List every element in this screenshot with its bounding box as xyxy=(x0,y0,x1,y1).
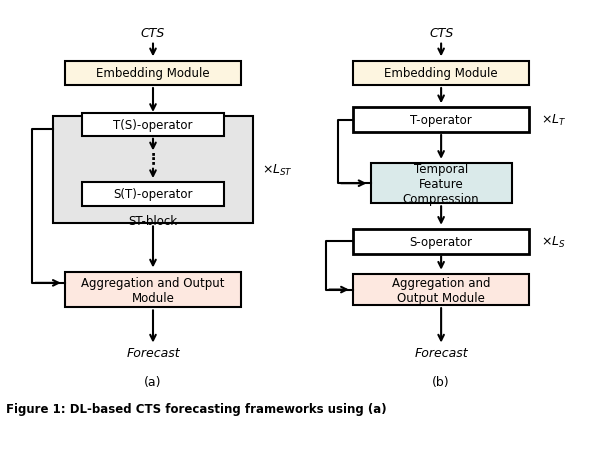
Text: T-operator: T-operator xyxy=(410,114,472,127)
FancyBboxPatch shape xyxy=(53,117,253,224)
Text: Forecast: Forecast xyxy=(126,346,180,359)
Text: ST-block: ST-block xyxy=(128,214,178,228)
Text: (b): (b) xyxy=(433,375,450,388)
Text: S(T)-operator: S(T)-operator xyxy=(113,188,193,201)
FancyBboxPatch shape xyxy=(353,108,529,133)
Text: Embedding Module: Embedding Module xyxy=(385,67,498,80)
FancyBboxPatch shape xyxy=(353,61,529,86)
Text: (a): (a) xyxy=(144,375,162,388)
FancyBboxPatch shape xyxy=(65,272,241,308)
Text: CTS: CTS xyxy=(141,27,165,40)
Text: $\times \boldsymbol{L_{ST}}$: $\times \boldsymbol{L_{ST}}$ xyxy=(262,163,293,178)
Text: S-operator: S-operator xyxy=(410,235,473,248)
FancyBboxPatch shape xyxy=(353,229,529,254)
Text: Embedding Module: Embedding Module xyxy=(96,67,210,80)
Text: Temporal
Feature
Compression: Temporal Feature Compression xyxy=(403,162,479,205)
Text: Aggregation and
Output Module: Aggregation and Output Module xyxy=(392,276,490,304)
Text: $\times \boldsymbol{L_{S}}$: $\times \boldsymbol{L_{S}}$ xyxy=(541,234,566,249)
Text: Aggregation and Output
Module: Aggregation and Output Module xyxy=(81,276,225,304)
FancyBboxPatch shape xyxy=(65,61,241,86)
Text: ⋮: ⋮ xyxy=(145,151,161,166)
Text: CTS: CTS xyxy=(429,27,453,40)
FancyBboxPatch shape xyxy=(353,274,529,306)
FancyBboxPatch shape xyxy=(371,164,512,204)
FancyBboxPatch shape xyxy=(82,183,224,206)
Text: $\times \boldsymbol{L_{T}}$: $\times \boldsymbol{L_{T}}$ xyxy=(541,113,566,128)
FancyBboxPatch shape xyxy=(82,113,224,136)
Text: T(S)-operator: T(S)-operator xyxy=(113,118,193,131)
Text: Forecast: Forecast xyxy=(415,346,468,359)
Text: Figure 1: DL-based CTS forecasting frameworks using (a): Figure 1: DL-based CTS forecasting frame… xyxy=(6,402,386,415)
